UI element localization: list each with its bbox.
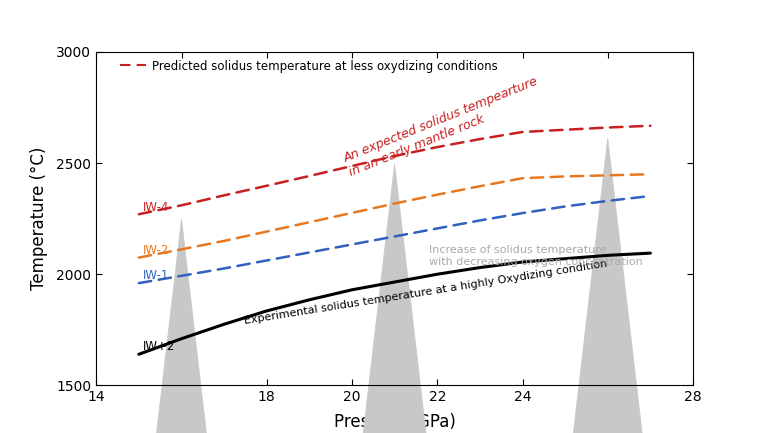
Y-axis label: Temperature (°C): Temperature (°C) <box>30 147 48 291</box>
Text: IW-2: IW-2 <box>143 244 169 257</box>
Text: Increase of solidus temperature
with decreasing oxygen concentration: Increase of solidus temperature with dec… <box>429 246 642 267</box>
Text: IW-4: IW-4 <box>143 200 169 213</box>
Legend: Predicted solidus temperature at less oxydizing conditions: Predicted solidus temperature at less ox… <box>120 59 497 73</box>
Text: An expected solidus tempearture
in an early mantle rock: An expected solidus tempearture in an ea… <box>342 74 545 179</box>
X-axis label: Pressure (GPa): Pressure (GPa) <box>333 413 456 430</box>
Text: IW+2: IW+2 <box>143 340 176 353</box>
Text: IW-1: IW-1 <box>143 269 169 282</box>
Text: Experimental solidus temperature at a highly Oxydizing condition: Experimental solidus temperature at a hi… <box>244 259 608 326</box>
